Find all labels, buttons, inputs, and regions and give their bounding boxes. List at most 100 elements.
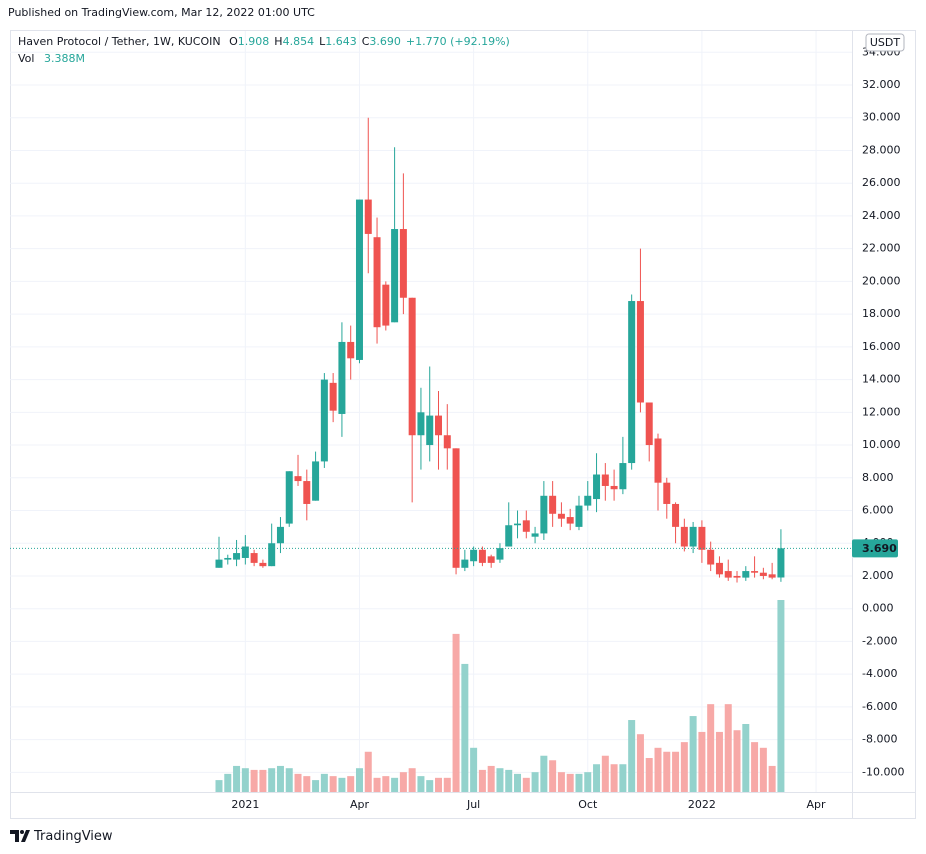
candle-body — [224, 557, 232, 560]
volume-bar — [733, 730, 741, 792]
candle-body — [364, 199, 372, 234]
candle-body — [566, 517, 574, 524]
candle-body — [672, 503, 680, 527]
candle-body — [584, 495, 592, 506]
candle-body — [759, 572, 767, 576]
volume-bar — [654, 747, 662, 792]
candle-body — [276, 526, 284, 544]
candle-body — [382, 284, 390, 326]
candle-body — [443, 435, 451, 449]
candle-body — [636, 301, 644, 403]
volume-bar — [566, 773, 574, 792]
volume-bar — [435, 777, 442, 792]
candle-body — [680, 526, 688, 547]
volume-bar — [487, 765, 495, 792]
candle-body — [285, 471, 293, 524]
volume-bar — [443, 777, 451, 792]
volume-bar — [584, 772, 592, 792]
candle-body — [742, 571, 750, 578]
volume-label: Vol — [18, 52, 34, 65]
candle-body — [329, 382, 337, 411]
candle-body — [698, 526, 706, 550]
ohlc-key: H — [274, 35, 282, 48]
y-tick-label: -8.000 — [862, 733, 897, 746]
volume-bar — [241, 768, 249, 792]
volume-bar — [426, 780, 434, 792]
volume-bar — [759, 747, 767, 792]
x-tick-label: Apr — [807, 798, 827, 811]
y-tick-label: 18.000 — [862, 307, 901, 320]
chart-frame — [10, 30, 916, 819]
volume-bar — [329, 776, 337, 792]
y-tick-label: 0.000 — [862, 602, 894, 615]
volume-bar — [768, 765, 776, 792]
y-tick-label: 6.000 — [862, 504, 894, 517]
volume-bar — [276, 765, 284, 792]
volume-bar — [461, 663, 469, 792]
x-tick-label: Jul — [466, 798, 480, 811]
y-tick-label: 26.000 — [862, 176, 901, 189]
y-tick-label: 32.000 — [862, 78, 901, 91]
ohlc-value: 3.690 — [369, 35, 401, 48]
volume-bar — [233, 765, 241, 792]
candle-body — [452, 448, 460, 568]
y-tick-label: 28.000 — [862, 143, 901, 156]
ohlc-value: 4.854 — [283, 35, 315, 48]
y-tick-label: 20.000 — [862, 274, 901, 287]
candle-body — [733, 575, 741, 578]
volume-bar — [355, 768, 363, 792]
volume-bar — [514, 773, 522, 792]
volume-bar — [347, 776, 355, 792]
volume-bar — [557, 772, 565, 792]
volume-legend: Vol 3.388M — [18, 52, 85, 65]
candle-body — [241, 546, 249, 558]
candle-body — [461, 559, 469, 568]
volume-bar — [549, 760, 557, 792]
candle-body — [478, 549, 486, 563]
candle-body — [294, 476, 302, 482]
logo-dot — [20, 830, 24, 834]
x-tick-label: Oct — [578, 798, 598, 811]
candle-body — [408, 297, 416, 436]
volume-bar — [470, 747, 478, 792]
candle-body — [540, 495, 548, 534]
tradingview-logo: TradingView — [10, 829, 113, 844]
candle-body — [487, 556, 495, 563]
volume-bar — [338, 777, 346, 792]
candle-body — [557, 513, 565, 519]
volume-bar — [522, 777, 530, 792]
volume-bar — [364, 751, 372, 792]
candle-body — [259, 562, 267, 567]
y-tick-label: 16.000 — [862, 340, 901, 353]
volume-bar — [505, 769, 513, 792]
volume-bar — [619, 764, 627, 792]
legend-line: Haven Protocol / Tether, 1W, KUCOIN O1.9… — [18, 35, 510, 48]
y-tick-label: 22.000 — [862, 242, 901, 255]
candle-body — [399, 229, 407, 298]
candle-body — [575, 505, 583, 527]
volume-bar — [417, 776, 425, 792]
volume-bar — [645, 757, 653, 792]
candle-body — [417, 412, 425, 436]
grid — [10, 31, 852, 792]
candle-body — [715, 562, 723, 575]
volume-bar — [250, 769, 258, 792]
candle-body — [549, 495, 557, 514]
volume-bar — [268, 768, 276, 792]
candle-body — [312, 461, 320, 501]
candle-body — [391, 229, 399, 323]
last-price-label: 3.690 — [862, 542, 897, 555]
volume-bar — [777, 600, 785, 792]
volume-bar — [373, 777, 381, 792]
symbol: Haven Protocol / Tether, 1W, KUCOIN — [18, 35, 221, 48]
volume-bar — [636, 734, 644, 792]
candle-body — [654, 438, 662, 483]
volume-bar — [215, 780, 223, 792]
candle-body — [531, 533, 539, 537]
currency-box[interactable] — [865, 33, 905, 52]
volume-bar — [663, 751, 671, 792]
volume-bar — [601, 755, 609, 792]
y-tick-label: 10.000 — [862, 438, 901, 451]
volume-bar — [575, 773, 583, 792]
